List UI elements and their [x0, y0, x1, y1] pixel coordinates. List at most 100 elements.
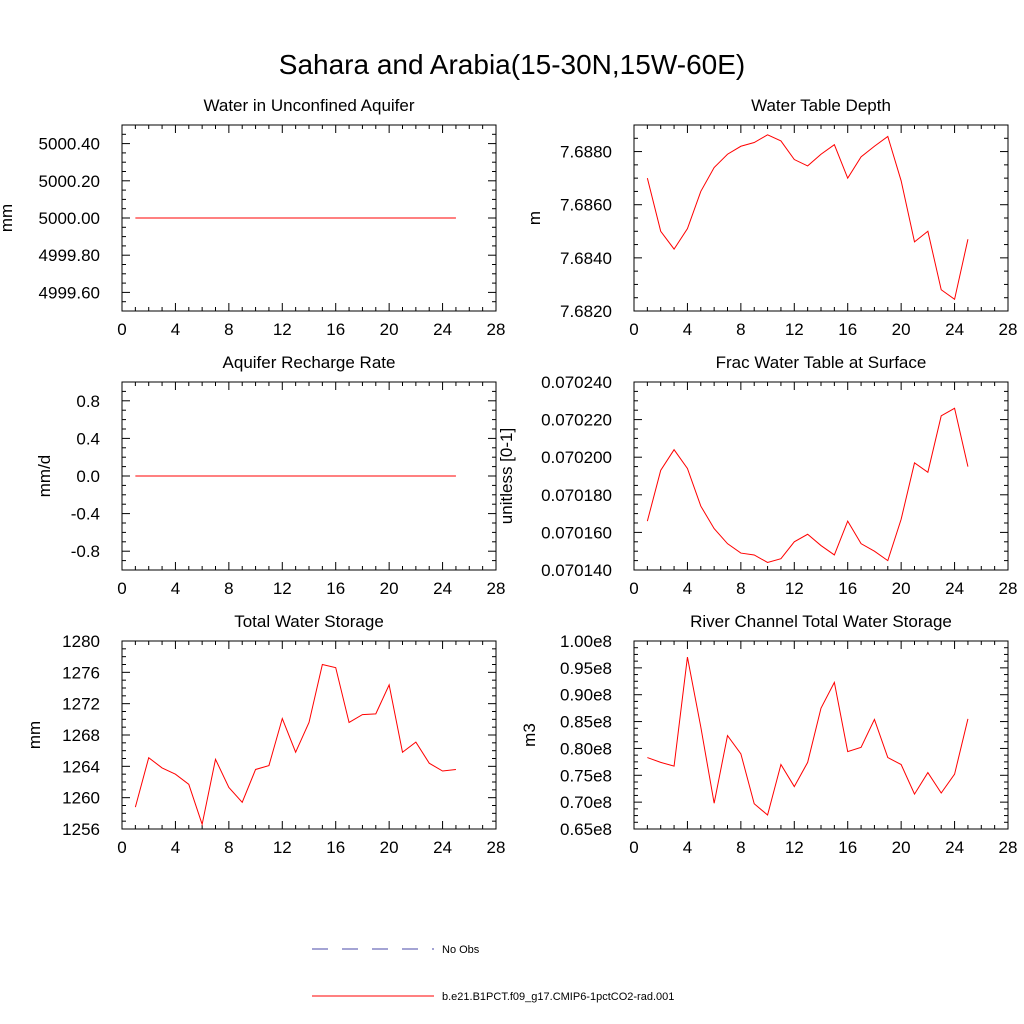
y-tick-label: 7.6880	[560, 143, 612, 162]
x-tick-label: 4	[683, 579, 692, 598]
y-axis-label: mm	[25, 721, 44, 749]
y-tick-label: 1256	[62, 820, 100, 839]
x-tick-label: 20	[380, 579, 399, 598]
series-line	[647, 657, 969, 816]
y-tick-label: -0.8	[71, 542, 100, 561]
x-tick-label: 0	[117, 320, 126, 339]
y-tick-label: 1280	[62, 632, 100, 651]
x-tick-label: 24	[945, 579, 964, 598]
y-tick-label: 7.6860	[560, 196, 612, 215]
panel-6: River Channel Total Water Storage m3 0 4 8 12…	[520, 612, 1017, 857]
y-tick-label: 0.0	[76, 467, 100, 486]
series-line	[646, 134, 969, 301]
panel-title: Aquifer Recharge Rate	[223, 353, 396, 372]
x-tick-label: 24	[945, 320, 964, 339]
x-tick-label: 4	[171, 579, 180, 598]
y-tick-label: 7.6820	[560, 302, 612, 321]
x-tick-label: 16	[326, 320, 345, 339]
y-tick-label: 0.70e8	[560, 793, 612, 812]
panel-1: Water in Unconfined Aquifer mm 0 4 8 12 16 20 24…	[0, 96, 505, 339]
x-tick-label: 28	[999, 579, 1018, 598]
x-tick-label: 24	[433, 579, 452, 598]
y-tick-label: 5000.40	[39, 135, 100, 154]
panel-4: Frac Water Table at Surface unitless [0-1…	[497, 353, 1017, 598]
y-tick-label: 1.00e8	[560, 632, 612, 651]
x-tick-label: 20	[892, 579, 911, 598]
legend-label-model: b.e21.B1PCT.f09_g17.CMIP6-1pctCO2-rad.00…	[442, 991, 674, 1003]
x-tick-label: 20	[892, 320, 911, 339]
figure-title: Sahara and Arabia(15-30N,15W-60E)	[279, 49, 745, 80]
x-tick-label: 8	[224, 320, 233, 339]
y-tick-label: 4999.80	[39, 246, 100, 265]
x-tick-label: 20	[380, 838, 399, 857]
series-line	[134, 663, 456, 827]
x-tick-label: 4	[171, 320, 180, 339]
y-tick-label: 4999.60	[39, 283, 100, 302]
x-tick-label: 4	[683, 838, 692, 857]
x-tick-label: 16	[326, 838, 345, 857]
x-tick-label: 20	[380, 320, 399, 339]
y-tick-label: 0.4	[76, 429, 100, 448]
y-tick-label: 0.070140	[541, 561, 612, 580]
panel-5: Total Water Storage mm 0 4 8 12 16 20 24 28 1256 12…	[25, 612, 505, 857]
x-tick-label: 24	[433, 838, 452, 857]
legend: No Obs b.e21.B1PCT.f09_g17.CMIP6-1pctCO2…	[312, 944, 674, 1003]
y-tick-label: 0.95e8	[560, 659, 612, 678]
y-tick-label: 1264	[62, 757, 100, 776]
legend-label-no-obs: No Obs	[442, 944, 480, 956]
x-tick-label: 8	[224, 838, 233, 857]
x-tick-label: 12	[785, 579, 804, 598]
x-tick-label: 16	[838, 320, 857, 339]
y-tick-label: 0.65e8	[560, 820, 612, 839]
y-tick-label: 0.75e8	[560, 766, 612, 785]
x-tick-label: 28	[487, 320, 506, 339]
x-tick-label: 0	[117, 838, 126, 857]
x-tick-label: 24	[433, 320, 452, 339]
x-tick-label: 4	[171, 838, 180, 857]
x-tick-label: 12	[785, 320, 804, 339]
x-tick-label: 28	[487, 579, 506, 598]
y-axis-label: unitless [0-1]	[497, 428, 516, 524]
panel-title: Frac Water Table at Surface	[716, 353, 927, 372]
x-tick-label: 12	[273, 320, 292, 339]
y-tick-label: 0.070240	[541, 373, 612, 392]
y-axis-label: m	[525, 211, 544, 225]
x-tick-label: 16	[838, 579, 857, 598]
y-tick-label: 0.070200	[541, 448, 612, 467]
x-tick-label: 8	[736, 320, 745, 339]
panel-title: Water in Unconfined Aquifer	[203, 96, 414, 115]
y-axis-label: m3	[520, 723, 539, 747]
y-tick-label: 0.80e8	[560, 739, 612, 758]
y-tick-label: 1260	[62, 789, 100, 808]
y-tick-label: 1276	[62, 663, 100, 682]
x-tick-label: 28	[487, 838, 506, 857]
x-tick-label: 12	[273, 579, 292, 598]
panel-title: Water Table Depth	[751, 96, 891, 115]
y-tick-label: 1268	[62, 726, 100, 745]
y-tick-label: 7.6840	[560, 249, 612, 268]
y-tick-label: 0.8	[76, 392, 100, 411]
y-axis-label: mm	[0, 204, 16, 232]
x-tick-label: 24	[945, 838, 964, 857]
y-tick-label: 1272	[62, 695, 100, 714]
panels-container: Water in Unconfined Aquifer mm 0 4 8 12 16 20 24…	[0, 96, 1017, 857]
panel-3: Aquifer Recharge Rate mm/d 0 4 8 12 16 20 24 28 -0…	[35, 353, 505, 598]
x-tick-label: 8	[736, 838, 745, 857]
x-tick-label: 28	[999, 838, 1018, 857]
y-tick-label: 0.85e8	[560, 713, 612, 732]
panel-2: Water Table Depth m 0 4 8 12 16 20 24 28 7.6820 7.6…	[525, 96, 1017, 339]
series-line	[646, 407, 969, 564]
x-tick-label: 28	[999, 320, 1018, 339]
x-tick-label: 12	[785, 838, 804, 857]
x-tick-label: 0	[629, 320, 638, 339]
x-tick-label: 0	[629, 579, 638, 598]
x-tick-label: 8	[224, 579, 233, 598]
plot-frame	[121, 640, 497, 830]
x-tick-label: 20	[892, 838, 911, 857]
y-tick-label: 0.070180	[541, 486, 612, 505]
y-tick-label: 5000.00	[39, 209, 100, 228]
x-tick-label: 8	[736, 579, 745, 598]
x-tick-label: 12	[273, 838, 292, 857]
plot-frame	[633, 124, 1009, 312]
